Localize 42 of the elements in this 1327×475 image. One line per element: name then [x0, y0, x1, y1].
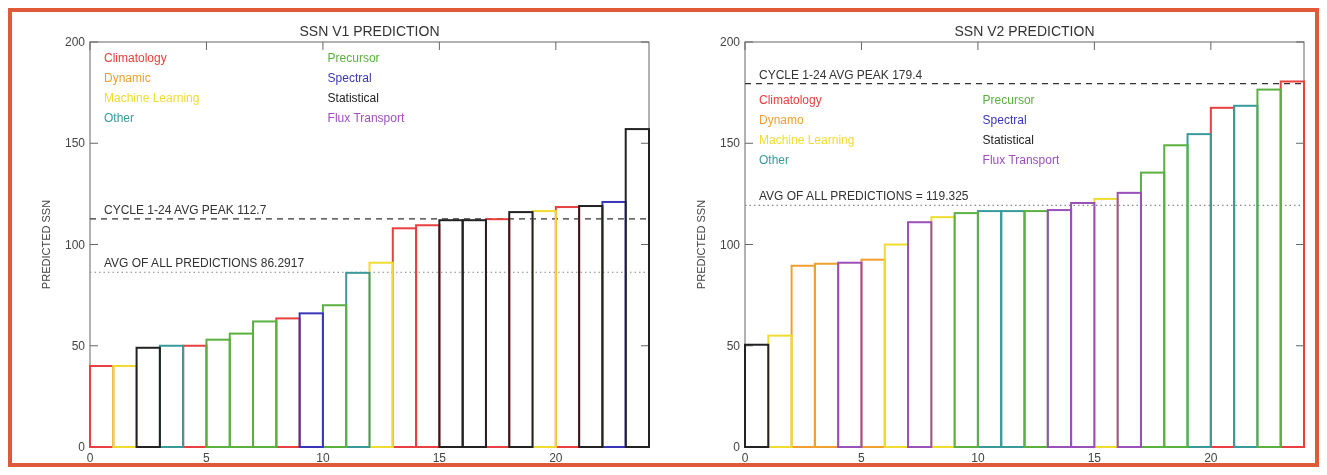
text: Dynamo [759, 112, 805, 127]
text: Statistical [982, 132, 1034, 147]
chart-title: SSN V1 PREDICTION [299, 23, 440, 39]
ref-line-label: CYCLE 1-24 AVG PEAK 179.4 [759, 67, 923, 82]
y-tick-label: 100 [64, 237, 86, 252]
ref-line-label: AVG OF ALL PREDICTIONS = 119.325 [759, 189, 969, 204]
x-tick-label: 20 [549, 451, 563, 465]
legend-label: Dynamic [104, 71, 151, 85]
y-tick-label: 150 [719, 136, 741, 151]
text: Climatology [759, 92, 822, 107]
x-tick-label: 10 [971, 451, 985, 465]
text: Other [759, 152, 790, 167]
legend-label: Spectral [982, 112, 1027, 127]
y-tick-label: 100 [719, 237, 741, 252]
chart-title: SSN V2 PREDICTION [954, 23, 1095, 39]
y-tick-label: 200 [64, 35, 86, 49]
text: Statistical [327, 91, 379, 105]
x-tick-label: 5 [203, 451, 211, 465]
y-tick-label: 150 [64, 136, 86, 151]
y-tick-label: 0 [78, 440, 86, 454]
x-tick-label: 5 [858, 451, 866, 465]
y-tick-label: 0 [733, 440, 741, 454]
y-tick-label: 50 [726, 338, 741, 353]
x-tick-label: 15 [1087, 451, 1102, 465]
y-axis-title: PREDICTED SSN [40, 199, 52, 290]
x-tick-label: 15 [432, 451, 447, 465]
text: Precursor [982, 92, 1035, 107]
text: Flux Transport [982, 152, 1060, 167]
text: Other [104, 111, 135, 125]
text: Precursor [327, 51, 380, 65]
y-tick-label: 50 [71, 338, 86, 353]
text: Spectral [327, 71, 372, 85]
y-tick-label: 200 [719, 35, 741, 49]
text: Machine Learning [104, 91, 200, 105]
text: Climatology [104, 51, 167, 65]
text: Machine Learning [759, 132, 855, 147]
ref-line-label: CYCLE 1-24 AVG PEAK 112.7 [104, 202, 267, 217]
legend-label: Flux Transport [327, 111, 405, 125]
ref-line-label: AVG OF ALL PREDICTIONS 86.2917 [104, 256, 305, 271]
y-axis-title: PREDICTED SSN [695, 199, 707, 290]
x-tick-label: 20 [1204, 451, 1218, 465]
x-tick-label: 10 [316, 451, 330, 465]
